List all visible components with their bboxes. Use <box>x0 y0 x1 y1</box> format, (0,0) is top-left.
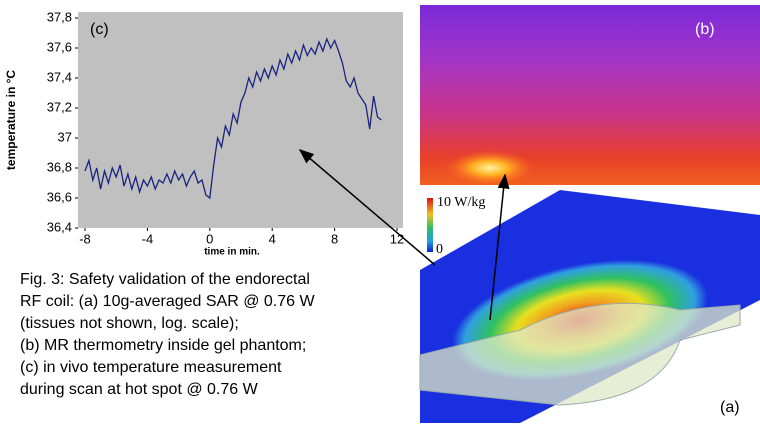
chart: 36,4 36,6 36,8 37 37,2 37,4 37,6 37,8 -8 -4 0 4 8 12 <box>47 9 405 246</box>
x-tick-label: 12 <box>390 231 404 246</box>
temperature-line <box>84 37 382 200</box>
y-tick-label: 36,4 <box>47 219 72 234</box>
x-tick-label: 8 <box>331 231 338 246</box>
panel-label: (b) <box>695 21 715 38</box>
y-tick-label: 37,8 <box>47 9 72 24</box>
x-tick-label: 4 <box>269 231 276 246</box>
y-tick-label: 36,8 <box>47 159 72 174</box>
caption-line: (c) in vivo temperature measurement <box>20 359 282 376</box>
arrow <box>298 149 436 266</box>
x-tick-label: -4 <box>142 231 154 246</box>
x-axis-label: time in min. <box>204 247 260 258</box>
y-axis-label: temperature in °C <box>4 70 18 170</box>
panel-label: (c) <box>90 21 109 38</box>
y-tick-label: 37 <box>58 129 72 144</box>
caption-line: RF coil: (a) 10g-averaged SAR @ 0.76 W <box>20 293 315 310</box>
panel-label: (a) <box>720 399 740 416</box>
caption-line: during scan at hot spot @ 0.76 W <box>20 381 259 398</box>
y-tick-label: 36,6 <box>47 189 72 204</box>
arrow <box>489 173 510 321</box>
colorbar-max: 10 W/kg <box>437 195 485 210</box>
caption: Fig. 3: Safety validation of the endorec… <box>20 271 315 398</box>
caption-line: Fig. 3: Safety validation of the endorec… <box>20 271 310 288</box>
x-tick-label: -8 <box>79 231 91 246</box>
y-tick-label: 37,6 <box>47 39 72 54</box>
colorbar <box>427 198 433 252</box>
coil <box>419 302 741 406</box>
x-tick-label: 0 <box>206 231 213 246</box>
colorbar-min: 0 <box>436 242 443 257</box>
y-tick-label: 37,4 <box>47 69 72 84</box>
hot-spot <box>445 150 535 186</box>
caption-line: (b) MR thermometry inside gel phantom; <box>20 337 306 354</box>
caption-line: (tissues not shown, log. scale); <box>20 315 239 332</box>
y-tick-label: 37,2 <box>47 99 72 114</box>
